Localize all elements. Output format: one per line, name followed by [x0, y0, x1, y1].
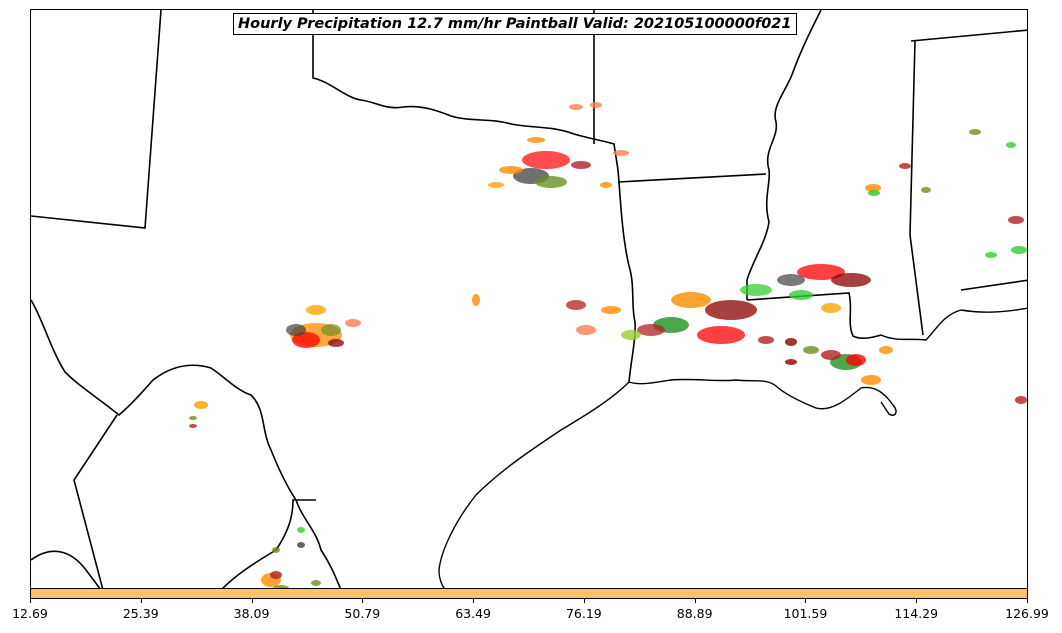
colorbar-tick-label: 76.19	[565, 606, 602, 621]
state-borders	[31, 10, 1027, 588]
mississippi-river	[746, 10, 822, 300]
colorbar	[30, 588, 1028, 599]
colorbar-tick-mark	[251, 599, 253, 603]
colorbar-tick-label: 50.79	[344, 606, 381, 621]
colorbar-tick-label: 114.29	[894, 606, 939, 621]
mexico-internal-border-2	[31, 550, 101, 588]
map-panel	[30, 9, 1028, 589]
colorbar-tick-label: 88.89	[676, 606, 713, 621]
alabama-florida-border	[960, 279, 1027, 291]
colorbar-tick-label: 101.59	[783, 606, 828, 621]
oklahoma-texas-border-red-river	[312, 10, 620, 183]
arkansas-southern-border	[617, 173, 767, 183]
colorbar-tick-mark	[30, 599, 31, 603]
map-title: Hourly Precipitation 12.7 mm/hr Paintbal…	[233, 13, 797, 35]
mexico-border-rio-grande	[31, 299, 342, 588]
alabama-georgia-border	[910, 29, 1027, 42]
louisiana-coast-east	[880, 307, 1027, 341]
gulf-coastline	[438, 378, 897, 588]
mexico-internal-border	[73, 414, 118, 588]
colorbar-tick-mark	[583, 599, 585, 603]
mississippi-alabama-border	[909, 40, 924, 336]
louisiana-mississippi-border	[746, 292, 882, 340]
precipitation-map	[31, 10, 1027, 588]
new-mexico-border	[31, 10, 162, 229]
colorbar-tick-label: 38.09	[233, 606, 270, 621]
colorbar-tick-label: 25.39	[122, 606, 159, 621]
colorbar-tick-mark	[1027, 599, 1028, 603]
colorbar-tick-mark	[916, 599, 918, 603]
colorbar-tick-mark	[362, 599, 364, 603]
colorbar-tick-label: 12.69	[12, 606, 48, 621]
colorbar-tick-mark	[473, 599, 475, 603]
coastline	[438, 307, 1027, 588]
colorbar-tick-label: 126.99	[1005, 606, 1049, 621]
colorbar-tick-mark	[805, 599, 807, 603]
texas-louisiana-border-sabine	[618, 181, 636, 383]
colorbar-tick-mark	[694, 599, 696, 603]
colorbar-tick-mark	[140, 599, 142, 603]
precip-paintballs	[189, 102, 1027, 588]
colorbar-tick-label: 63.49	[455, 606, 491, 621]
